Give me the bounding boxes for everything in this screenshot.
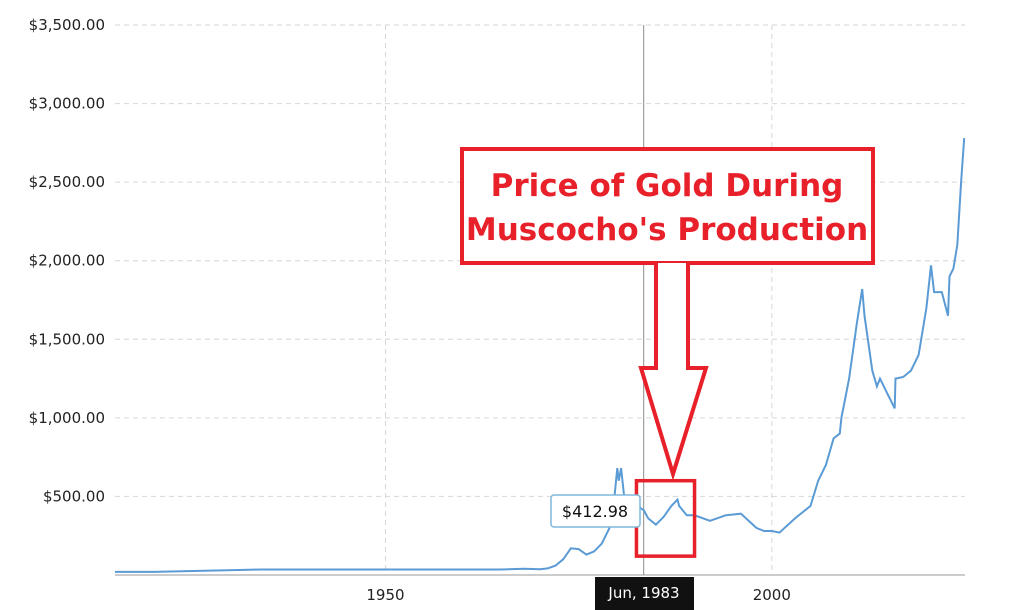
grid-lines	[115, 24, 965, 575]
callout-title-line-2: Muscocho's Production	[466, 212, 868, 248]
highlight-box	[634, 478, 697, 558]
y-tick-label: $2,500.00	[29, 173, 105, 191]
crosshair-label-box	[595, 577, 694, 610]
y-tick-label: $500.00	[43, 487, 105, 505]
x-tick-label: 1950	[366, 586, 404, 604]
y-tick-label: $3,000.00	[29, 95, 105, 113]
tooltip-box	[550, 494, 641, 528]
callout-title-line-1: Price of Gold During	[491, 168, 844, 204]
down-arrow-icon	[638, 263, 709, 481]
y-tick-label: $2,000.00	[29, 252, 105, 270]
y-tick-label: $3,500.00	[29, 16, 105, 34]
x-tick-label: 2000	[753, 586, 791, 604]
x-axis: 1950 2000	[115, 574, 965, 604]
y-axis: $500.00 $1,000.00 $1,500.00 $2,000.00 $2,500…	[29, 16, 105, 505]
y-tick-label: $1,000.00	[29, 409, 105, 427]
crosshair-date-label: Jun, 1983	[595, 577, 694, 610]
y-tick-label: $1,500.00	[29, 330, 105, 348]
value-tooltip: $412.98	[550, 494, 641, 528]
tooltip-value: $412.98	[562, 502, 628, 521]
crosshair-label-text: Jun, 1983	[607, 584, 679, 602]
gold-price-line	[115, 138, 966, 573]
callout-box	[460, 147, 875, 265]
